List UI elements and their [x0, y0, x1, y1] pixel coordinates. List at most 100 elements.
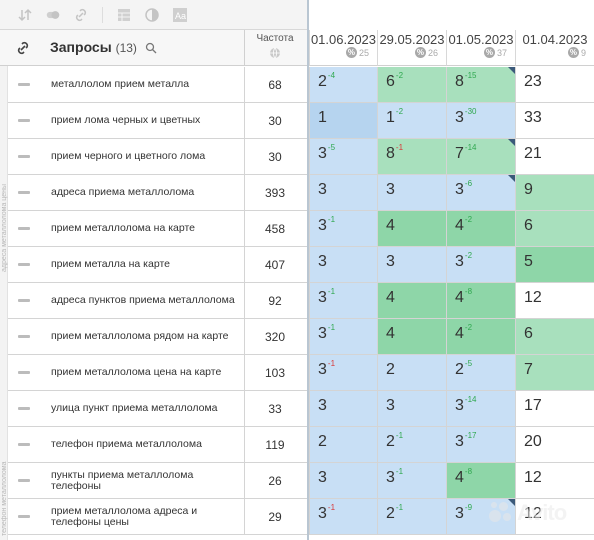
- table-row[interactable]: прием черного и цветного лома 30 3-5 8-1 7-1…: [8, 139, 594, 175]
- date-column-header[interactable]: 29.05.2023 % 26: [377, 30, 446, 66]
- minus-icon[interactable]: [18, 155, 30, 158]
- position-cell[interactable]: 4: [377, 283, 446, 318]
- query-text[interactable]: прием металлолома на карте: [51, 222, 196, 234]
- minus-icon[interactable]: [18, 515, 30, 518]
- position-cell[interactable]: 5: [515, 247, 594, 282]
- position-cell[interactable]: 4-8: [446, 463, 515, 498]
- position-cell[interactable]: 3: [309, 463, 377, 498]
- minus-icon[interactable]: [18, 335, 30, 338]
- minus-icon[interactable]: [18, 479, 30, 482]
- position-cell[interactable]: 21: [515, 139, 594, 174]
- table-row[interactable]: адреса пунктов приема металлолома 92 3-1 4 4…: [8, 283, 594, 319]
- position-cell[interactable]: 4-2: [446, 211, 515, 246]
- sort-icon[interactable]: [18, 8, 32, 22]
- position-cell[interactable]: 8-15: [446, 67, 515, 102]
- query-text[interactable]: прием металлолома цена на карте: [51, 366, 222, 378]
- position-cell[interactable]: 12: [515, 499, 594, 534]
- position-cell[interactable]: 1-2: [377, 103, 446, 138]
- query-text[interactable]: прием черного и цветного лома: [51, 150, 206, 162]
- link-column-icon[interactable]: [8, 30, 38, 66]
- position-cell[interactable]: 2-5: [446, 355, 515, 390]
- query-text[interactable]: прием металла на карте: [51, 258, 170, 270]
- queries-column-header[interactable]: Запросы (13): [50, 39, 157, 55]
- position-cell[interactable]: 12: [515, 283, 594, 318]
- position-cell[interactable]: 7-14: [446, 139, 515, 174]
- position-cell[interactable]: 6-2: [377, 67, 446, 102]
- position-cell[interactable]: 3-17: [446, 427, 515, 462]
- table-row[interactable]: улица пункт приема металлолома 33 3 3 3-14 17: [8, 391, 594, 427]
- date-column-header[interactable]: 01.05.2023 % 37: [446, 30, 515, 66]
- position-cell[interactable]: 2: [309, 427, 377, 462]
- position-cell[interactable]: 6: [515, 211, 594, 246]
- table-row[interactable]: адреса приема металлолома 393 3 3 3-6 9: [8, 175, 594, 211]
- minus-icon[interactable]: [18, 119, 30, 122]
- query-text[interactable]: прием лома черных и цветных: [51, 114, 201, 126]
- query-text[interactable]: прием металлолома адреса и телефоны цены: [51, 504, 198, 528]
- minus-icon[interactable]: [18, 191, 30, 194]
- position-cell[interactable]: 4-8: [446, 283, 515, 318]
- position-cell[interactable]: 3: [377, 175, 446, 210]
- table-row[interactable]: прием металлолома адреса и телефоны цены…: [8, 499, 594, 535]
- position-cell[interactable]: 4: [377, 319, 446, 354]
- minus-icon[interactable]: [18, 263, 30, 266]
- position-cell[interactable]: 3-1: [309, 211, 377, 246]
- position-cell[interactable]: 1: [309, 103, 377, 138]
- position-cell[interactable]: 3-1: [309, 499, 377, 534]
- position-cell[interactable]: 8-1: [377, 139, 446, 174]
- position-cell[interactable]: 4-2: [446, 319, 515, 354]
- position-cell[interactable]: 4: [377, 211, 446, 246]
- toggle-icon[interactable]: [46, 8, 60, 22]
- position-cell[interactable]: 3-6: [446, 175, 515, 210]
- position-cell[interactable]: 23: [515, 67, 594, 102]
- minus-icon[interactable]: [18, 371, 30, 374]
- position-cell[interactable]: 3: [309, 391, 377, 426]
- position-cell[interactable]: 3-30: [446, 103, 515, 138]
- position-cell[interactable]: 2: [377, 355, 446, 390]
- frequency-column-header[interactable]: Частота: [244, 30, 305, 66]
- query-text[interactable]: прием металлолома рядом на карте: [51, 330, 229, 342]
- position-cell[interactable]: 3: [377, 391, 446, 426]
- position-cell[interactable]: 3-1: [309, 283, 377, 318]
- query-text[interactable]: металлолом прием металла: [51, 78, 190, 90]
- query-text[interactable]: адреса пунктов приема металлолома: [51, 294, 235, 306]
- minus-icon[interactable]: [18, 83, 30, 86]
- query-text[interactable]: телефон приема металлолома: [51, 438, 202, 450]
- position-cell[interactable]: 3: [377, 247, 446, 282]
- table-row[interactable]: пункты приема металлолома телефоны 26 3 3-1…: [8, 463, 594, 499]
- minus-icon[interactable]: [18, 299, 30, 302]
- table-row[interactable]: металлолом прием металла 68 2-4 6-2 8-15 23: [8, 67, 594, 103]
- position-cell[interactable]: 3-2: [446, 247, 515, 282]
- minus-icon[interactable]: [18, 407, 30, 410]
- date-column-header[interactable]: 01.06.2023 % 25: [309, 30, 377, 66]
- position-cell[interactable]: 3-1: [377, 463, 446, 498]
- position-cell[interactable]: 6: [515, 319, 594, 354]
- position-cell[interactable]: 3: [309, 175, 377, 210]
- table-row[interactable]: прием металлолома на карте 458 3-1 4 4-2 6: [8, 211, 594, 247]
- date-column-header[interactable]: 01.04.2023 % 9: [515, 30, 594, 66]
- contrast-icon[interactable]: [145, 7, 159, 22]
- position-cell[interactable]: 20: [515, 427, 594, 462]
- position-cell[interactable]: 3-1: [309, 355, 377, 390]
- position-cell[interactable]: 17: [515, 391, 594, 426]
- table-row[interactable]: прием металлолома цена на карте 103 3-1 2 2-…: [8, 355, 594, 391]
- position-cell[interactable]: 12: [515, 463, 594, 498]
- query-text[interactable]: улица пункт приема металлолома: [51, 402, 218, 414]
- position-cell[interactable]: 3-5: [309, 139, 377, 174]
- position-cell[interactable]: 3: [309, 247, 377, 282]
- table-row[interactable]: прием лома черных и цветных 30 1 1-2 3-30 33: [8, 103, 594, 139]
- query-text[interactable]: пункты приема металлолома телефоны: [51, 468, 194, 492]
- query-text[interactable]: адреса приема металлолома: [51, 186, 195, 198]
- search-icon[interactable]: [145, 42, 157, 54]
- position-cell[interactable]: 33: [515, 103, 594, 138]
- position-cell[interactable]: 7: [515, 355, 594, 390]
- link-icon[interactable]: [74, 8, 88, 22]
- minus-icon[interactable]: [18, 443, 30, 446]
- table-icon[interactable]: [117, 8, 131, 22]
- position-cell[interactable]: 3-1: [309, 319, 377, 354]
- position-cell[interactable]: 9: [515, 175, 594, 210]
- position-cell[interactable]: 2-1: [377, 427, 446, 462]
- table-row[interactable]: прием металла на карте 407 3 3 3-2 5: [8, 247, 594, 283]
- table-row[interactable]: прием металлолома рядом на карте 320 3-1 4 4…: [8, 319, 594, 355]
- minus-icon[interactable]: [18, 227, 30, 230]
- position-cell[interactable]: 2-4: [309, 67, 377, 102]
